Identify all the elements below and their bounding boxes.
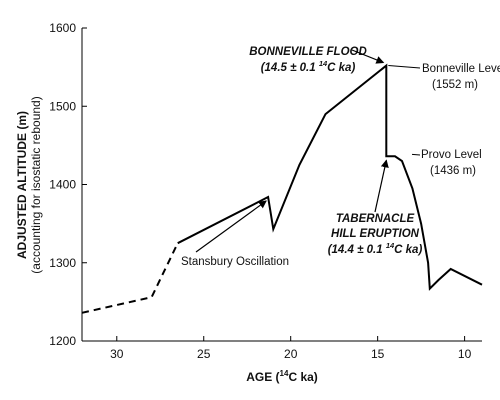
bonneville-flood-title: BONNEVILLE FLOOD [249,46,367,58]
x-axis-ticks: 30 25 20 15 10 [110,336,472,361]
tabernacle-line1: TABERNACLE [336,213,415,225]
y-tick-label: 1300 [49,256,76,270]
tabernacle-date-prefix: (14.4 ± 0.1 [328,244,386,256]
provo-level-value: (1436 m) [430,165,476,177]
x-tick-label: 30 [110,347,124,361]
provo-level-label: Provo Level [421,149,482,161]
series-line-solid [177,63,483,291]
tabernacle-arrow [374,159,389,213]
bonneville-flood-date: (14.5 ± 0.1 14C ka) [261,59,356,74]
x-tick-label: 15 [371,347,385,361]
stansbury-label: Stansbury Oscillation [181,256,289,268]
bonneville-flood-arrow [351,49,385,64]
bonneville-flood-date-sup: 14 [319,59,328,68]
y-tick-label: 1600 [49,21,76,35]
annotation-arrows [195,49,421,253]
annotations: BONNEVILLE FLOOD (14.5 ± 0.1 14C ka) Bon… [181,46,500,268]
x-tick-label: 25 [197,347,211,361]
y-axis-subtitle: (accounting for isostatic rebound) [29,96,43,273]
y-axis-title: ADJUSTED ALTITUDE (m) [15,111,29,259]
x-tick-label: 10 [458,347,472,361]
y-tick-label: 1200 [49,334,76,348]
series-layer [81,63,483,314]
y-tick-label: 1500 [49,99,76,113]
bonneville-level-label: Bonneville Level [422,63,500,75]
y-axis-ticks: 1200 1300 1400 1500 1600 [49,21,87,348]
tabernacle-date: (14.4 ± 0.1 14C ka) [328,241,423,256]
y-tick-label: 1400 [49,178,76,192]
x-axis-title-prefix: AGE ( [246,370,279,384]
provo-level-leader [411,153,421,156]
tabernacle-date-sup: 14 [386,241,395,250]
bonneville-flood-date-suffix: C ka) [327,62,355,74]
bonneville-level-value: (1552 m) [432,79,478,91]
stansbury-arrow [195,200,267,253]
x-axis-title-sup: 14 [280,369,289,378]
x-tick-label: 20 [284,347,298,361]
tabernacle-date-suffix: C ka) [394,244,422,256]
x-axis-title-suffix: C ka) [288,370,317,384]
bonneville-flood-date-prefix: (14.5 ± 0.1 [261,62,319,74]
x-axis-title: AGE (14C ka) [246,369,318,384]
series-line-dashed [81,242,179,314]
bonneville-level-leader [388,65,421,69]
tabernacle-line2: HILL ERUPTION [331,228,420,240]
